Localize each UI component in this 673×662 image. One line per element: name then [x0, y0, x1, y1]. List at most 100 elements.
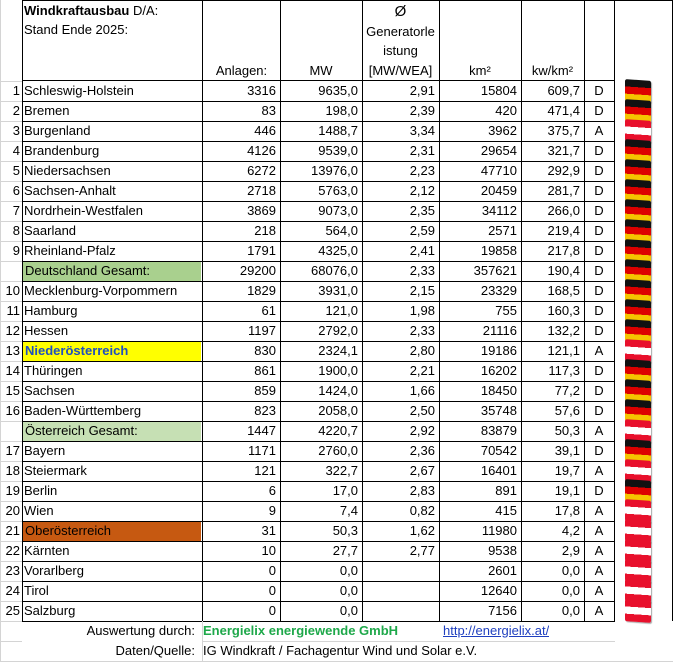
row-km2: 9538 — [488, 543, 517, 558]
grid-hline — [0, 521, 22, 522]
grid-hline — [0, 201, 22, 202]
footer-quelle-value: IG Windkraft / Fachagentur Wind und Sola… — [203, 643, 478, 658]
row-kwkm2: 168,5 — [547, 283, 580, 298]
row-km2: 12640 — [480, 583, 517, 598]
row-generatorleistung: 2,39 — [409, 103, 435, 118]
row-generatorleistung: 3,34 — [409, 123, 435, 138]
row-anlagen: 1829 — [247, 283, 276, 298]
row-anlagen: 83 — [261, 103, 276, 118]
row-country: D — [594, 403, 604, 418]
row-mw: 13976,0 — [311, 163, 358, 178]
row-name: Berlin — [24, 483, 58, 498]
grid-hline — [22, 321, 615, 322]
grid-hline — [22, 80, 615, 81]
grid-hline — [0, 121, 22, 122]
row-name: Schleswig-Holstein — [24, 83, 134, 98]
row-kwkm2: 219,4 — [547, 223, 580, 238]
row-generatorleistung: 1,66 — [409, 383, 435, 398]
row-country: D — [594, 143, 604, 158]
grid-vline — [614, 0, 615, 621]
row-name: Nordrhein-Westfalen — [24, 203, 143, 218]
row-rank: 2 — [12, 103, 20, 118]
row-kwkm2: 39,1 — [554, 443, 580, 458]
row-name: Mecklenburg-Vorpommern — [24, 283, 178, 298]
flag-austria-icon — [625, 599, 651, 623]
row-mw: 9073,0 — [318, 203, 358, 218]
row-country: A — [594, 423, 604, 438]
row-kwkm2: 77,2 — [554, 383, 580, 398]
footer-auswertung-label: Auswertung durch: — [86, 623, 195, 638]
grid-hline — [22, 201, 615, 202]
row-rank: 3 — [12, 123, 20, 138]
grid-hline — [203, 641, 615, 642]
row-country: D — [594, 363, 604, 378]
grid-hline — [22, 481, 615, 482]
row-mw: 9635,0 — [318, 83, 358, 98]
grid-hline — [22, 421, 615, 422]
row-generatorleistung: 2,67 — [409, 463, 435, 478]
grid-hline — [0, 481, 22, 482]
row-country: D — [594, 243, 604, 258]
row-anlagen: 31 — [261, 523, 276, 538]
row-mw: 4220,7 — [318, 423, 358, 438]
grid-hline — [22, 501, 615, 502]
row-rank: 24 — [5, 583, 20, 598]
row-km2: 11980 — [481, 523, 517, 538]
row-km2: 2601 — [488, 563, 517, 578]
row-country: A — [594, 463, 604, 478]
grid-hline — [22, 521, 615, 522]
row-country: D — [594, 263, 604, 278]
grid-vline — [439, 0, 440, 621]
row-rank: 14 — [5, 363, 20, 378]
row-mw: 5763,0 — [318, 183, 358, 198]
row-rank: 6 — [12, 183, 20, 198]
row-name: Sachsen-Anhalt — [24, 183, 116, 198]
row-name: Salzburg — [24, 603, 76, 618]
row-name: Bremen — [24, 103, 70, 118]
row-name: Niedersachsen — [24, 163, 111, 178]
row-kwkm2: 4,2 — [561, 523, 580, 538]
footer-quelle-label: Daten/Quelle: — [115, 643, 196, 658]
grid-hline — [0, 441, 22, 442]
row-mw: 68076,0 — [311, 263, 358, 278]
title-bold: Windkraftausbau — [24, 3, 130, 18]
row-anlagen: 6272 — [247, 163, 276, 178]
row-km2: 357621 — [473, 263, 517, 278]
grid-hline — [22, 441, 615, 442]
grid-hline — [22, 361, 615, 362]
row-km2: 420 — [495, 103, 517, 118]
row-anlagen: 3869 — [247, 203, 276, 218]
grid-hline — [0, 641, 22, 642]
row-generatorleistung: 0,82 — [409, 503, 435, 518]
grid-hline — [0, 401, 22, 402]
row-anlagen: 9 — [268, 503, 276, 518]
row-kwkm2: 17,8 — [554, 503, 580, 518]
row-kwkm2: 0,0 — [561, 603, 580, 618]
grid-vline — [202, 621, 203, 662]
grid-hline — [0, 81, 22, 82]
row-mw: 198,0 — [325, 103, 358, 118]
row-generatorleistung: 1,98 — [409, 303, 435, 318]
row-country: D — [594, 443, 604, 458]
row-generatorleistung: 2,59 — [409, 223, 435, 238]
row-name: Thüringen — [24, 363, 83, 378]
grid-hline — [0, 381, 22, 382]
row-kwkm2: 292,9 — [547, 163, 580, 178]
row-rank: 16 — [5, 403, 20, 418]
row-generatorleistung: 2,35 — [409, 203, 435, 218]
row-name: Österreich Gesamt: — [23, 421, 201, 441]
row-km2: 70542 — [480, 443, 517, 458]
row-kwkm2: 121,1 — [547, 343, 580, 358]
row-generatorleistung: 2,91 — [409, 83, 435, 98]
row-country: D — [594, 283, 604, 298]
footer-link[interactable]: http://energielix.at/ — [443, 623, 550, 638]
row-mw: 27,7 — [332, 543, 358, 558]
row-mw: 17,0 — [332, 483, 358, 498]
grid-hline — [0, 141, 22, 142]
grid-vline — [521, 0, 522, 621]
grid-vline — [584, 0, 585, 621]
row-mw: 7,4 — [339, 503, 358, 518]
row-anlagen: 29200 — [239, 263, 276, 278]
row-mw: 3931,0 — [318, 283, 358, 298]
row-km2: 34112 — [481, 203, 517, 218]
